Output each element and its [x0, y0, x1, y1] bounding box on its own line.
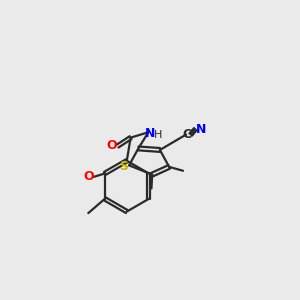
- Text: C: C: [182, 128, 191, 141]
- Text: H: H: [153, 130, 162, 140]
- Text: O: O: [84, 169, 94, 183]
- Text: S: S: [119, 160, 128, 172]
- Text: N: N: [196, 123, 207, 136]
- Text: O: O: [107, 139, 118, 152]
- Text: N: N: [145, 127, 155, 140]
